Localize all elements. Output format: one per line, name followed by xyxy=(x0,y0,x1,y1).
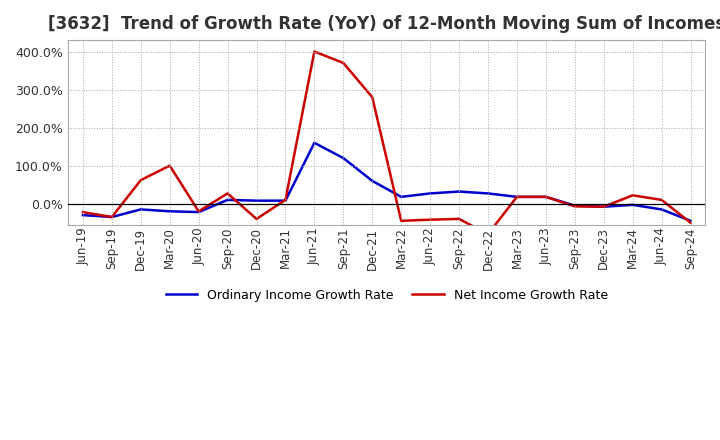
Ordinary Income Growth Rate xyxy=(513,194,521,199)
Ordinary Income Growth Rate xyxy=(137,207,145,212)
Ordinary Income Growth Rate xyxy=(252,198,261,203)
Ordinary Income Growth Rate xyxy=(339,155,348,161)
Ordinary Income Growth Rate xyxy=(281,198,289,203)
Net Income Growth Rate xyxy=(310,49,319,54)
Net Income Growth Rate xyxy=(137,177,145,183)
Net Income Growth Rate xyxy=(600,204,608,209)
Net Income Growth Rate xyxy=(78,209,87,215)
Ordinary Income Growth Rate xyxy=(166,209,174,214)
Ordinary Income Growth Rate xyxy=(484,191,492,196)
Ordinary Income Growth Rate xyxy=(310,140,319,146)
Ordinary Income Growth Rate xyxy=(657,207,666,212)
Net Income Growth Rate xyxy=(339,60,348,66)
Net Income Growth Rate xyxy=(166,163,174,168)
Net Income Growth Rate xyxy=(455,216,464,222)
Net Income Growth Rate xyxy=(397,218,405,224)
Ordinary Income Growth Rate xyxy=(686,218,695,224)
Net Income Growth Rate xyxy=(484,231,492,237)
Legend: Ordinary Income Growth Rate, Net Income Growth Rate: Ordinary Income Growth Rate, Net Income … xyxy=(161,284,613,307)
Net Income Growth Rate xyxy=(541,194,550,199)
Ordinary Income Growth Rate xyxy=(194,209,203,215)
Net Income Growth Rate xyxy=(426,217,434,222)
Net Income Growth Rate xyxy=(194,209,203,214)
Line: Net Income Growth Rate: Net Income Growth Rate xyxy=(83,51,690,234)
Ordinary Income Growth Rate xyxy=(368,178,377,183)
Net Income Growth Rate xyxy=(368,95,377,100)
Ordinary Income Growth Rate xyxy=(107,214,116,220)
Ordinary Income Growth Rate xyxy=(570,203,579,208)
Net Income Growth Rate xyxy=(252,216,261,222)
Ordinary Income Growth Rate xyxy=(629,202,637,208)
Ordinary Income Growth Rate xyxy=(223,197,232,202)
Ordinary Income Growth Rate xyxy=(541,194,550,199)
Net Income Growth Rate xyxy=(657,197,666,202)
Ordinary Income Growth Rate xyxy=(78,213,87,218)
Net Income Growth Rate xyxy=(570,204,579,209)
Title: [3632]  Trend of Growth Rate (YoY) of 12-Month Moving Sum of Incomes: [3632] Trend of Growth Rate (YoY) of 12-… xyxy=(48,15,720,33)
Ordinary Income Growth Rate xyxy=(455,189,464,194)
Ordinary Income Growth Rate xyxy=(426,191,434,196)
Net Income Growth Rate xyxy=(513,194,521,199)
Net Income Growth Rate xyxy=(107,214,116,220)
Ordinary Income Growth Rate xyxy=(397,194,405,199)
Net Income Growth Rate xyxy=(629,193,637,198)
Net Income Growth Rate xyxy=(686,220,695,225)
Line: Ordinary Income Growth Rate: Ordinary Income Growth Rate xyxy=(83,143,690,221)
Net Income Growth Rate xyxy=(281,197,289,202)
Net Income Growth Rate xyxy=(223,191,232,196)
Ordinary Income Growth Rate xyxy=(600,204,608,209)
